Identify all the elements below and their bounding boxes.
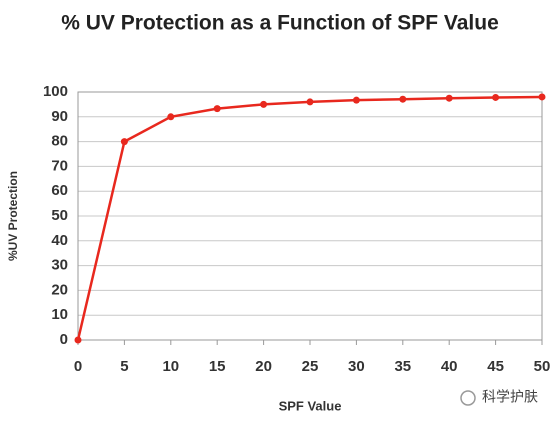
data-point [492,93,500,101]
data-point [213,105,221,113]
y-tick-label: 80 [51,133,68,150]
y-tick-label: 50 [51,207,68,224]
y-axis-label: %UV Protection [6,171,20,261]
watermark: 科学护肤 [482,389,538,405]
x-tick-label: 25 [302,358,319,375]
y-tick-label: 90 [51,108,68,125]
x-tick-label: 5 [120,358,128,375]
x-tick-label: 15 [209,358,226,375]
x-tick-label: 10 [162,358,179,375]
x-tick-label: 45 [487,358,504,375]
data-point [352,96,360,104]
x-axis-label: SPF Value [279,398,342,413]
y-tick-label: 40 [51,232,68,249]
x-tick-label: 40 [441,358,458,375]
data-point [445,94,453,102]
y-tick-label: 30 [51,257,68,274]
data-point [167,113,175,121]
y-tick-label: 0 [60,331,68,348]
data-point [74,336,82,344]
data-point [120,138,128,146]
chart-title: % UV Protection as a Function of SPF Val… [61,12,499,35]
y-tick-label: 10 [51,306,68,323]
watermark-icon [460,390,476,406]
data-point [399,95,407,103]
x-tick-label: 0 [74,358,82,375]
y-tick-label: 70 [51,157,68,174]
y-tick-label: 100 [43,83,68,100]
x-tick-label: 20 [255,358,272,375]
data-line [76,95,543,341]
x-tick-label: 35 [394,358,411,375]
data-point [306,98,314,106]
data-point [538,93,546,101]
y-tick-label: 60 [51,182,68,199]
x-tick-label: 50 [534,358,551,375]
data-point [260,100,268,108]
y-tick-label: 20 [51,281,68,298]
x-tick-label: 30 [348,358,365,375]
